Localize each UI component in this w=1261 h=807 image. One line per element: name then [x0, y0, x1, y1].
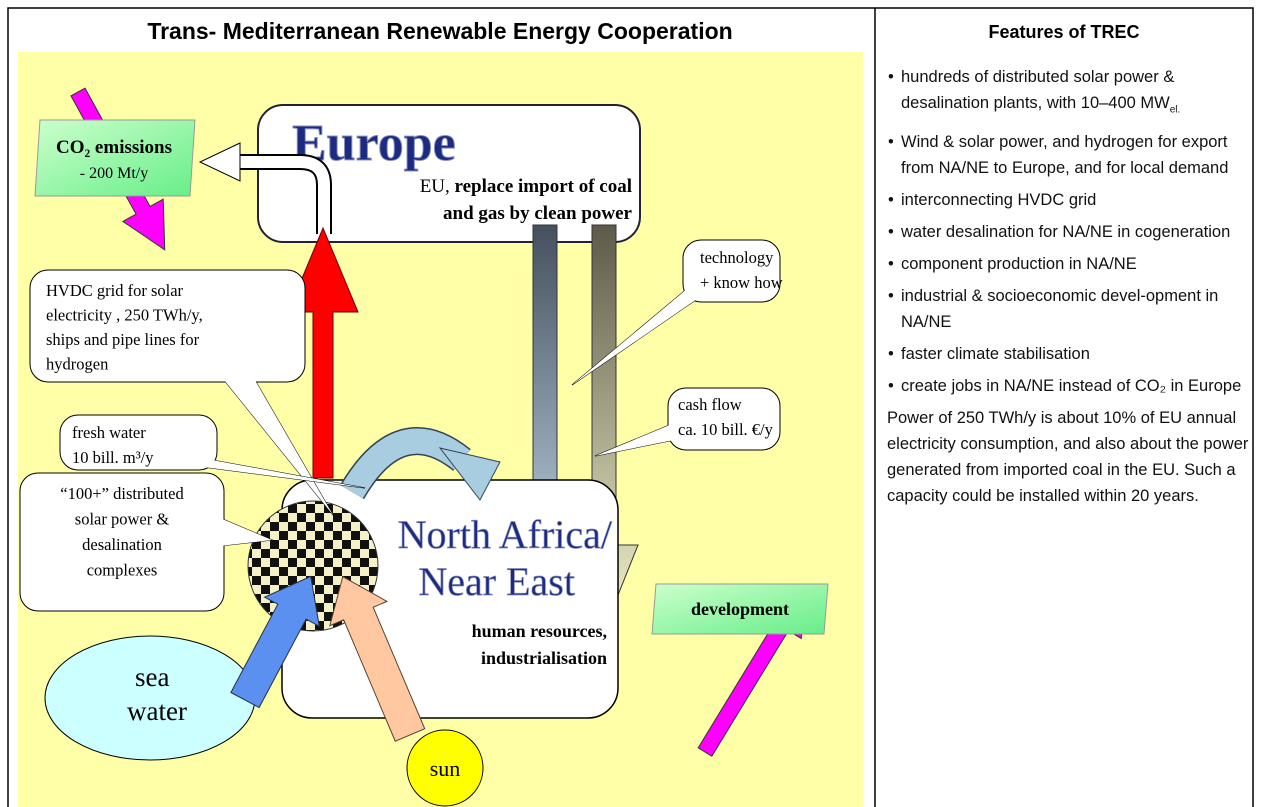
features: hundreds of distributed solar power & de… [887, 64, 1249, 509]
co2-label: CO₂ emissions [56, 137, 172, 158]
feature-subscript: el. [1170, 104, 1181, 115]
feature-text: faster climate stabilisation [901, 345, 1090, 363]
callout-text: desalination [82, 535, 162, 554]
feature-item: create jobs in NA/NE instead of CO₂ in E… [887, 373, 1249, 399]
feature-item: component production in NA/NE [887, 251, 1249, 277]
title: Trans- Mediterranean Renewable Energy Co… [18, 18, 862, 45]
feature-text: industrial & socioeconomic devel-opment … [901, 287, 1218, 331]
co2-box [35, 120, 195, 196]
page: Europe EU, replace import of coal and ga… [0, 0, 1261, 807]
feature-list: hundreds of distributed solar power & de… [887, 64, 1249, 399]
europe-text: EU, replace import of coal [420, 176, 632, 197]
sea-water-label: water [127, 696, 187, 726]
callout-text: + know how [700, 273, 783, 292]
features-note: Power of 250 TWh/y is about 10% of EU an… [887, 405, 1249, 509]
feature-text: interconnecting HVDC grid [901, 191, 1096, 209]
sea-water-label: sea [135, 662, 169, 692]
feature-item: industrial & socioeconomic devel-opment … [887, 283, 1249, 335]
callout-text: hydrogen [46, 355, 108, 374]
feature-item: hundreds of distributed solar power & de… [887, 64, 1249, 123]
callout-text: solar power & [75, 510, 170, 529]
feature-item: interconnecting HVDC grid [887, 187, 1249, 213]
north-africa-line: human resources, [472, 621, 607, 641]
feature-item: Wind & solar power, and hydrogen for exp… [887, 129, 1249, 181]
sun-label: sun [430, 756, 461, 781]
feature-item: faster climate stabilisation [887, 341, 1249, 367]
callout-text: complexes [87, 561, 158, 580]
callout-text: HVDC grid for solar [46, 281, 184, 300]
north-africa-line: industrialisation [481, 648, 607, 668]
features-title: Features of TREC [876, 22, 1252, 43]
feature-text: Wind & solar power, and hydrogen for exp… [901, 133, 1228, 177]
callout-text: 10 bill. m³/y [72, 448, 154, 467]
europe-line: replace import of coal [455, 176, 632, 197]
callout-text: electricity , 250 TWh/y, [46, 306, 203, 325]
north-africa-name: Near East [418, 559, 575, 604]
feature-text: hundreds of distributed solar power & de… [901, 68, 1174, 112]
callout-text: ships and pipe lines for [46, 330, 200, 349]
callout-text: technology [700, 248, 774, 267]
co2-value: - 200 Mt/y [80, 165, 148, 182]
callout-text: “100+” distributed [60, 484, 184, 503]
feature-text: component production in NA/NE [901, 255, 1137, 273]
development-label: development [691, 599, 789, 619]
europe-line: and gas by clean power [443, 203, 633, 224]
callout-text: fresh water [72, 423, 146, 442]
europe-lead: EU, [420, 176, 450, 197]
callout-text: ca. 10 bill. €/y [678, 420, 774, 439]
feature-text: create jobs in NA/NE instead of CO₂ in E… [901, 377, 1241, 395]
callout-text: cash flow [678, 395, 742, 414]
north-africa-name: North Africa/ [398, 512, 613, 557]
feature-item: water desalination for NA/NE in cogenera… [887, 219, 1249, 245]
feature-text: water desalination for NA/NE in cogenera… [901, 223, 1230, 241]
